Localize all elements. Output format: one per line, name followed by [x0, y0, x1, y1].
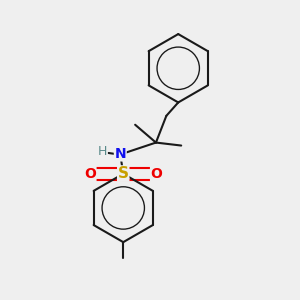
- Text: S: S: [118, 166, 129, 181]
- Text: O: O: [84, 167, 96, 181]
- Text: O: O: [151, 167, 163, 181]
- Text: N: N: [115, 147, 126, 161]
- Text: H: H: [98, 145, 107, 158]
